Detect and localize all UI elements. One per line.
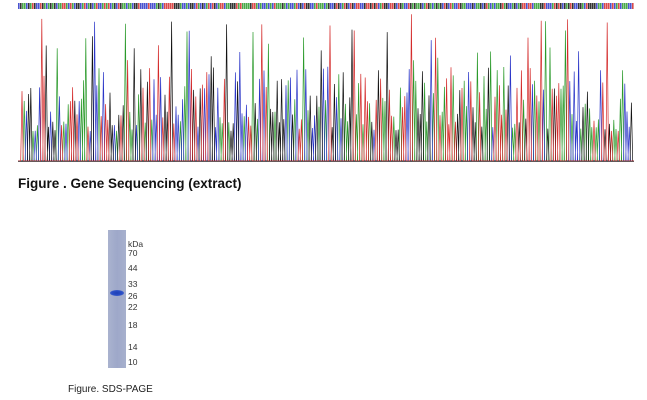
- gel-lane: [108, 230, 126, 368]
- gel-unit-label: kDa: [128, 239, 144, 249]
- base-call-strip: [18, 3, 634, 9]
- marker-label: 18: [128, 320, 138, 330]
- marker-label: 10: [128, 357, 138, 367]
- chromatogram-traces: [18, 3, 634, 162]
- marker-label: 44: [128, 263, 138, 273]
- gene-sequencing-caption: Figure . Gene Sequencing (extract): [18, 176, 242, 191]
- marker-label: 33: [128, 279, 138, 289]
- marker-label: 22: [128, 302, 138, 312]
- marker-label: 14: [128, 342, 138, 352]
- sds-page-caption: Figure. SDS-PAGE: [68, 384, 153, 395]
- trace-t: [18, 14, 634, 162]
- sequencing-chromatogram: [18, 3, 634, 164]
- marker-label: 70: [128, 248, 138, 258]
- sds-page-gel: kDa 70 44 33 26 22 18 14 10: [108, 230, 168, 372]
- protein-band: [110, 290, 124, 296]
- marker-label: 26: [128, 291, 138, 301]
